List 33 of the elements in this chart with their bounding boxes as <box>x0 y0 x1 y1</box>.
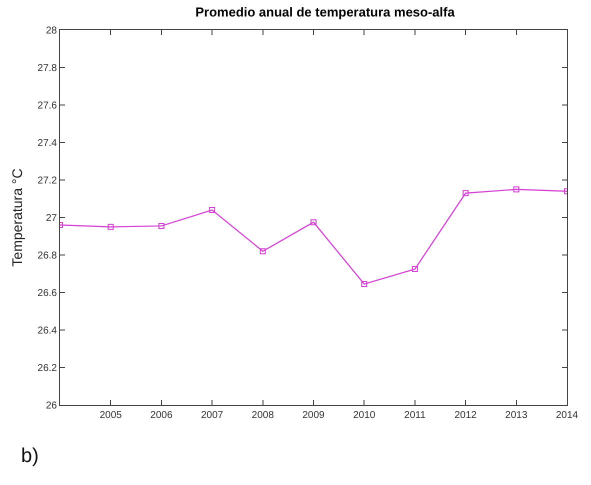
y-tick-label: 27 <box>46 213 58 224</box>
x-tick-label: 2011 <box>404 410 426 421</box>
y-tick-label: 27.2 <box>38 176 58 186</box>
y-tick-label: 28 <box>46 26 58 36</box>
x-tick-label: 2014 <box>556 410 579 421</box>
y-tick-label: 26.6 <box>38 288 58 299</box>
x-tick-label: 2009 <box>302 410 326 421</box>
x-tick-label: 2008 <box>252 410 274 421</box>
point <box>158 222 164 229</box>
x-tick-label: 2013 <box>505 410 528 421</box>
point <box>513 186 520 192</box>
y-tick-label: 26 <box>46 400 58 412</box>
point <box>209 207 216 213</box>
point <box>412 266 418 272</box>
x-tick-label: 2012 <box>454 410 478 421</box>
point <box>260 248 266 254</box>
text: b) <box>21 445 39 467</box>
y-tick-label: 26.4 <box>38 326 58 336</box>
y-tick-label: 27.4 <box>38 138 58 149</box>
point <box>108 224 114 230</box>
point <box>310 219 316 226</box>
y-tick-label: 27.6 <box>38 100 58 112</box>
y-tick-label: 26.8 <box>38 250 58 262</box>
point <box>462 190 469 196</box>
y-tick-label: 27.8 <box>38 63 58 74</box>
x-tick-label: 2007 <box>200 410 224 421</box>
x-tick-label: 2005 <box>100 410 122 421</box>
y-tick-label: 26.2 <box>38 363 58 374</box>
x-tick-label: 2006 <box>150 410 173 421</box>
y-axis-title: Temperatura °C <box>9 168 25 267</box>
chart-title: Promedio anual de temperatura meso-alfa <box>195 4 456 20</box>
point <box>361 281 368 288</box>
x-tick-label: 2010 <box>353 410 376 421</box>
